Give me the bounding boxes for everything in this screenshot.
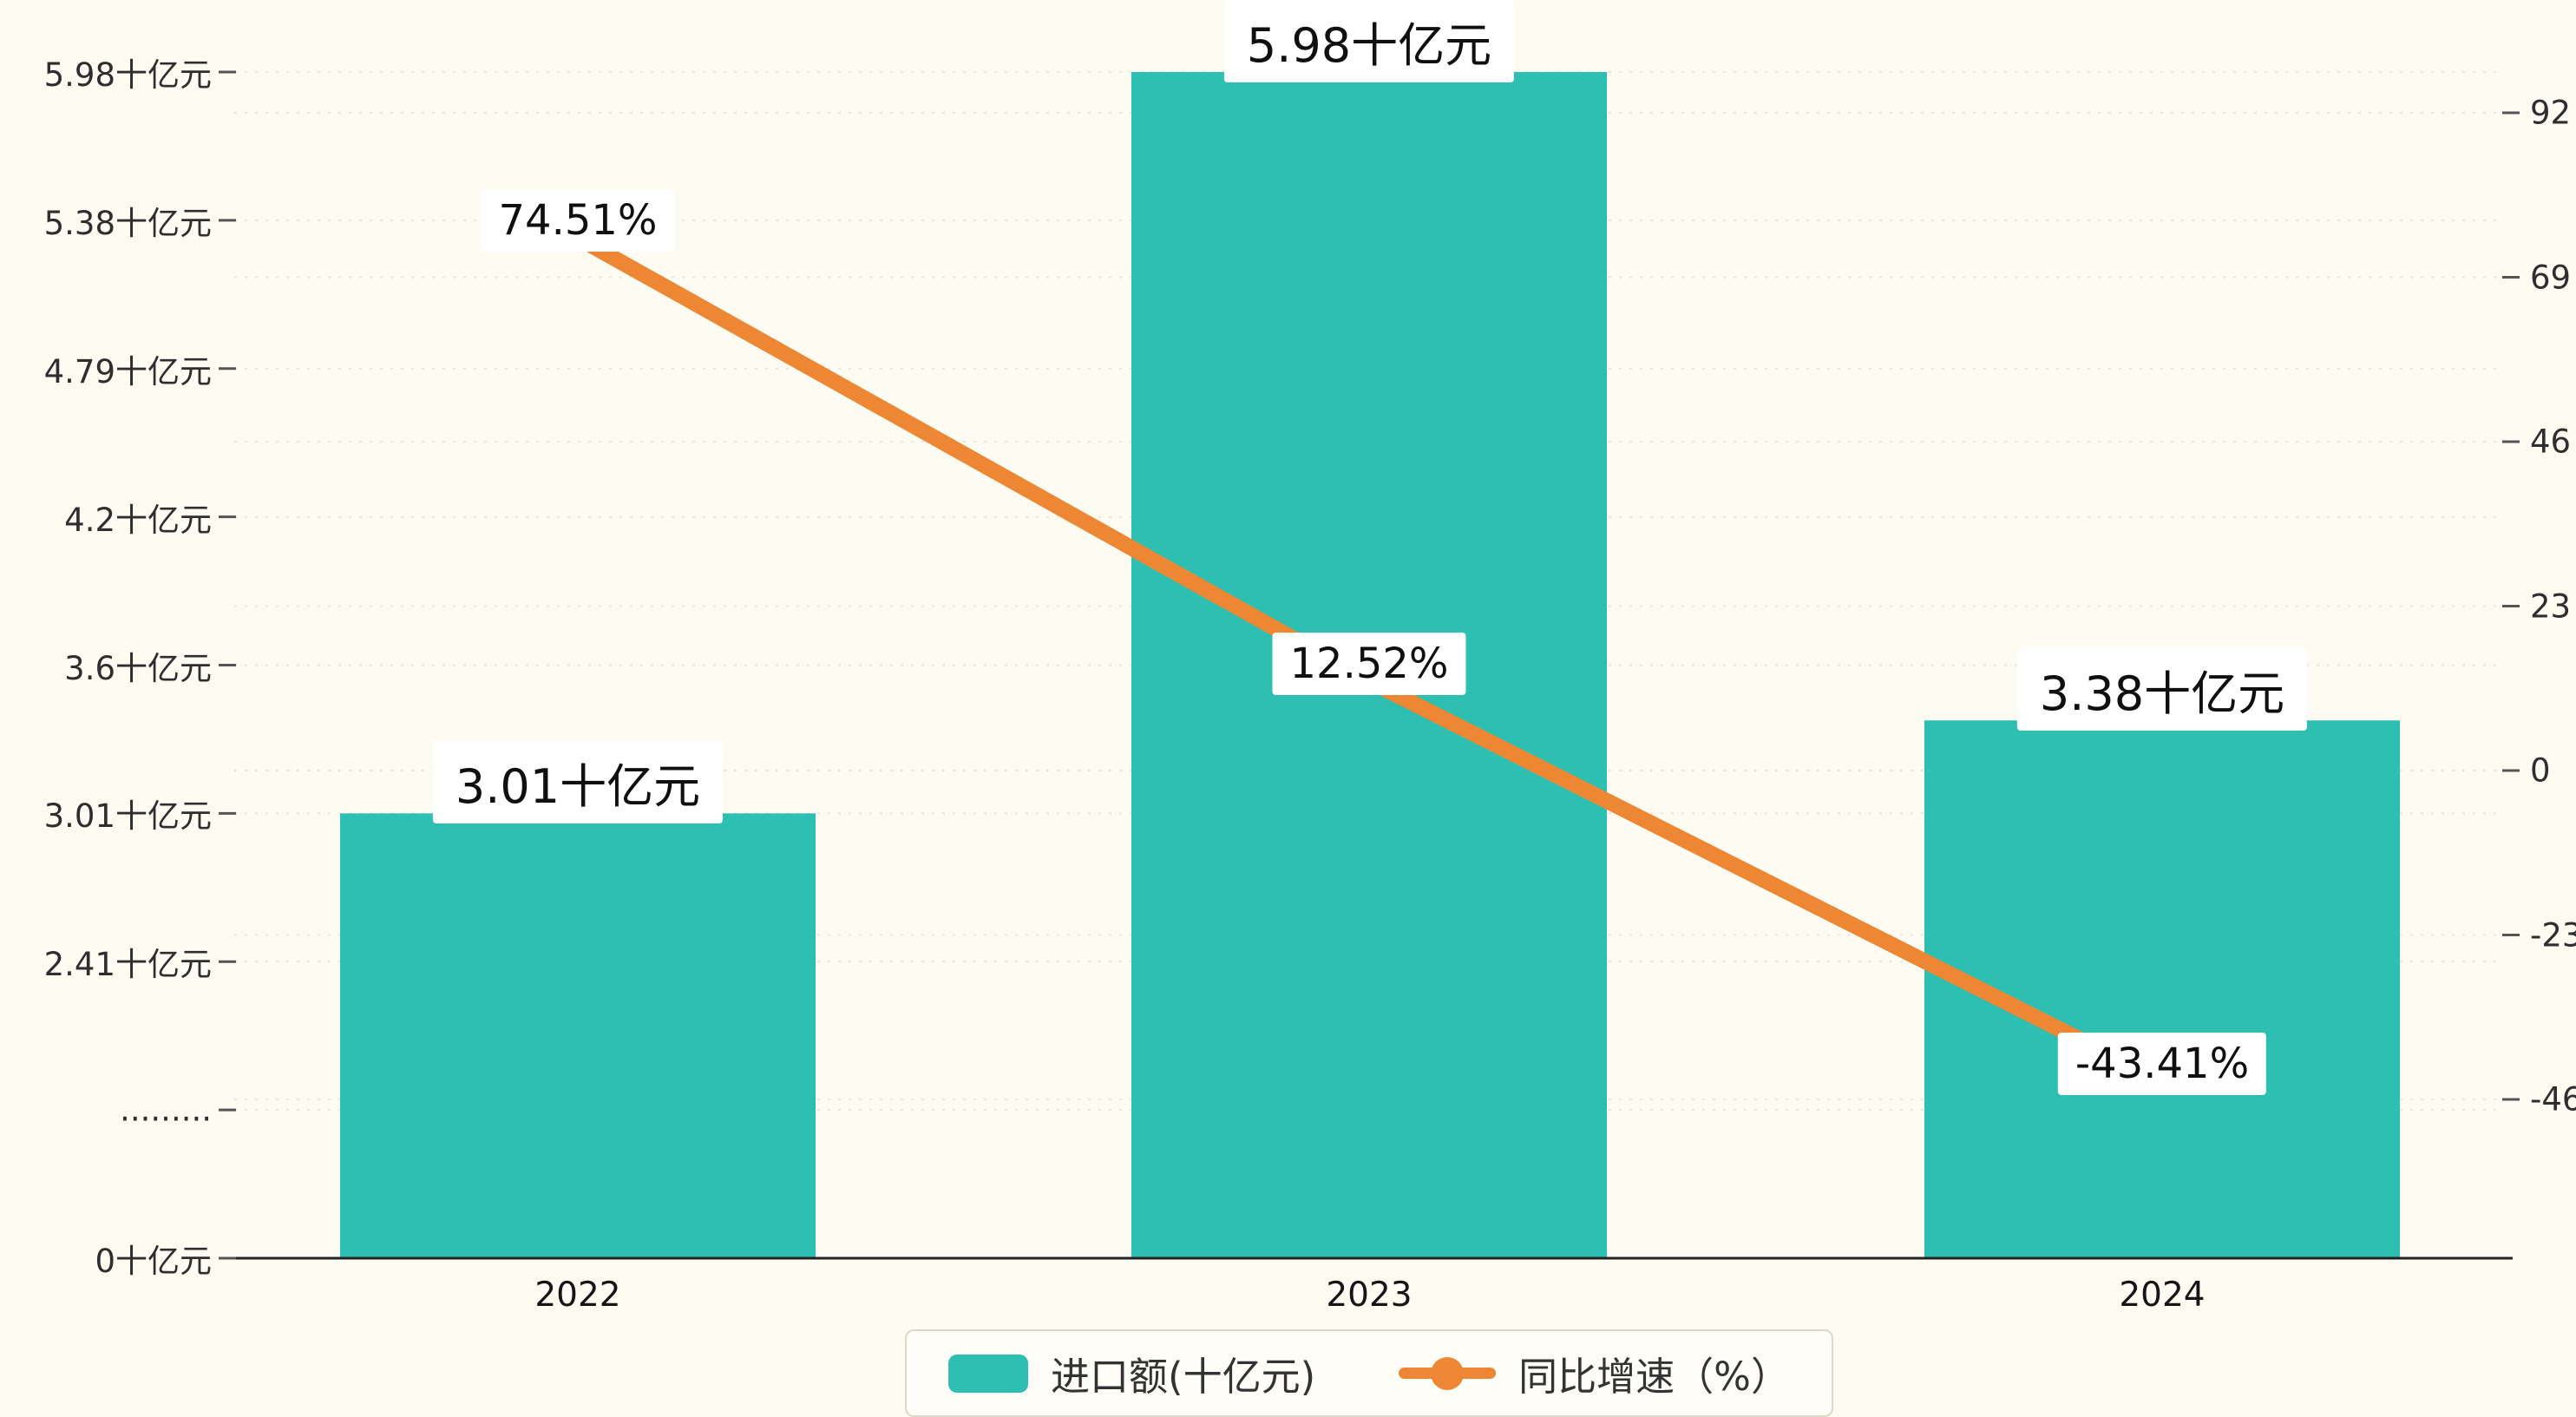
legend-item-import-amount[interactable]: 进口额(十亿元) <box>948 1345 1315 1401</box>
legend-label-yoy-growth: 同比增速（%） <box>1518 1354 1790 1400</box>
bar-2024 <box>1924 720 2400 1258</box>
legend: 进口额(十亿元) 同比增速（%） <box>905 1329 1833 1417</box>
legend-line-dot-icon <box>1431 1356 1465 1390</box>
bar-2023 <box>1131 72 1607 1258</box>
line-series-swatch-icon <box>1399 1355 1497 1393</box>
legend-label-import-amount: 进口额(十亿元) <box>1051 1354 1316 1400</box>
growth-point-2024 <box>2148 1066 2176 1095</box>
bar-series-swatch-icon <box>948 1354 1029 1393</box>
legend-item-yoy-growth[interactable]: 同比增速（%） <box>1399 1345 1790 1401</box>
bar-2022 <box>340 813 816 1258</box>
growth-point-2022 <box>564 224 592 253</box>
growth-point-2023 <box>1355 666 1383 695</box>
